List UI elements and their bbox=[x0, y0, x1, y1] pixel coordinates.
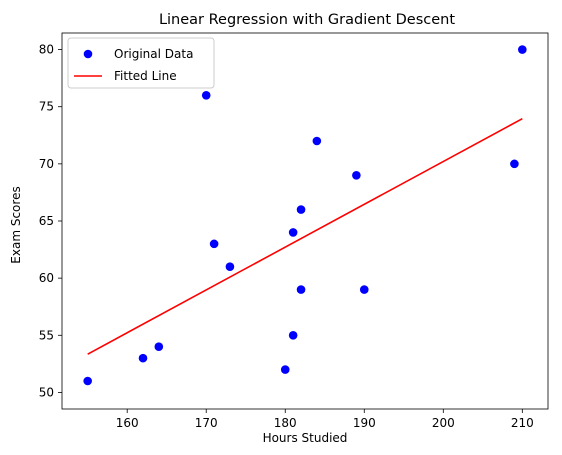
x-tick-label: 200 bbox=[432, 416, 455, 430]
legend-box bbox=[67, 37, 215, 89]
fitted-line bbox=[87, 118, 523, 355]
x-tick-label: 180 bbox=[274, 416, 297, 430]
axes-frame bbox=[61, 32, 549, 410]
data-point bbox=[296, 285, 306, 294]
x-tick-label: 160 bbox=[116, 416, 139, 430]
data-point bbox=[518, 45, 527, 54]
y-tick-label: 60 bbox=[39, 271, 54, 285]
data-point bbox=[280, 365, 290, 374]
legend-label: Fitted Line bbox=[114, 69, 177, 83]
data-point bbox=[288, 330, 298, 340]
legend-label: Original Data bbox=[114, 47, 193, 61]
data-point bbox=[225, 262, 235, 272]
y-tick-label: 55 bbox=[39, 328, 54, 342]
x-axis-label: Hours Studied bbox=[263, 431, 348, 445]
x-tick-label: 210 bbox=[511, 416, 534, 430]
data-point bbox=[288, 228, 298, 237]
data-point bbox=[138, 353, 148, 363]
data-point bbox=[209, 239, 219, 249]
chart-title: Linear Regression with Gradient Descent bbox=[159, 12, 455, 28]
data-point bbox=[83, 376, 92, 386]
y-tick-label: 50 bbox=[39, 385, 54, 399]
data-point bbox=[201, 90, 211, 100]
data-point bbox=[352, 170, 361, 180]
data-point bbox=[154, 342, 164, 352]
y-tick-label: 70 bbox=[39, 157, 54, 171]
data-point bbox=[312, 136, 322, 146]
y-tick-label: 80 bbox=[39, 43, 54, 57]
data-point bbox=[510, 159, 519, 169]
data-point bbox=[359, 285, 369, 294]
y-axis-label: Exam Scores bbox=[9, 186, 23, 263]
data-point bbox=[296, 205, 306, 214]
x-tick-label: 190 bbox=[353, 416, 376, 430]
y-tick-label: 65 bbox=[39, 214, 54, 228]
plot-area: 160 170 180 190 200 210 50 55 60 65 70 75 80 Original… bbox=[39, 32, 549, 430]
y-tick-label: 75 bbox=[39, 100, 54, 114]
x-tick-label: 170 bbox=[195, 416, 218, 430]
legend-marker bbox=[83, 49, 93, 59]
